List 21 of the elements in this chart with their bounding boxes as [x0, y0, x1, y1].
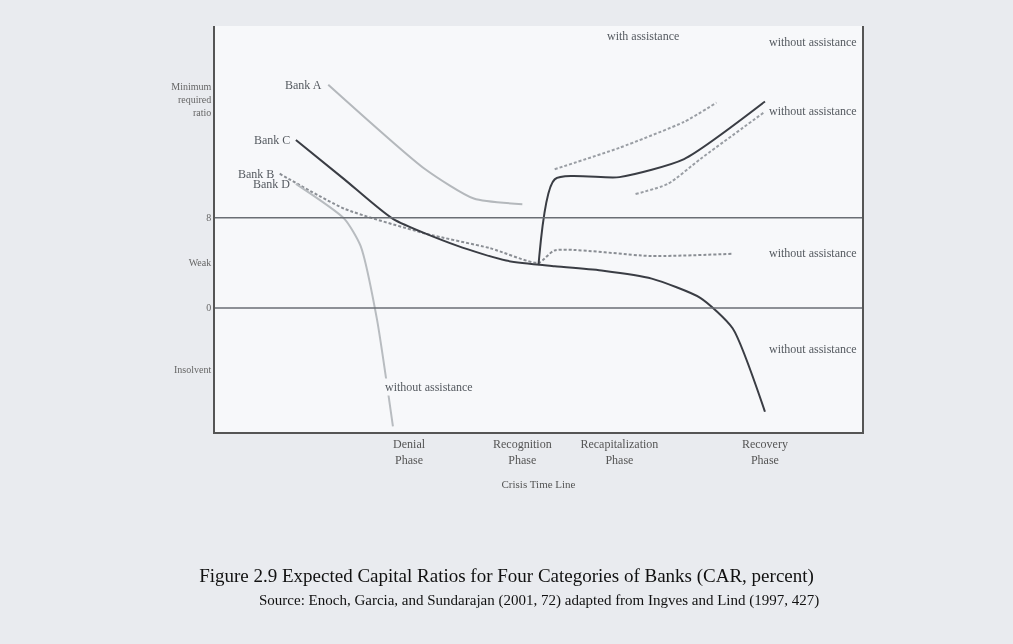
annotation: without assistance	[769, 342, 857, 356]
y-tick-label: Weak	[188, 257, 212, 269]
annotation: without assistance	[769, 104, 857, 118]
x-tick-label: Recapitalization Phase	[580, 437, 659, 467]
x-axis-title: Crisis Time Line	[501, 478, 576, 491]
annotation: without assistance	[769, 246, 857, 260]
series-label: Bank A	[285, 78, 322, 92]
y-tick-label: Minimum required ratio	[171, 80, 212, 118]
source-note: Source: Enoch, Garcia, and Sundarajan (2001, 72) adapted from Ingves and Lind (1997, 427)	[259, 592, 820, 609]
y-tick-label: 0	[206, 302, 212, 314]
y-tick-label: 8	[206, 212, 212, 224]
series-label: Bank D	[253, 177, 291, 191]
text: Figure 2.9 Expected Capital Ratios for Four Categories of Banks (CAR, percent)	[199, 564, 814, 587]
x-tick-label: Recognition Phase	[492, 437, 552, 467]
series-label: Bank C	[254, 133, 291, 147]
x-tick-label: Recovery Phase	[741, 437, 788, 467]
x-tick-label: Denial Phase	[393, 437, 426, 467]
annotation: with assistance	[607, 29, 680, 43]
y-tick-label: Insolvent	[174, 364, 212, 376]
annotation: without assistance	[769, 35, 857, 49]
annotation: without assistance	[385, 380, 473, 394]
